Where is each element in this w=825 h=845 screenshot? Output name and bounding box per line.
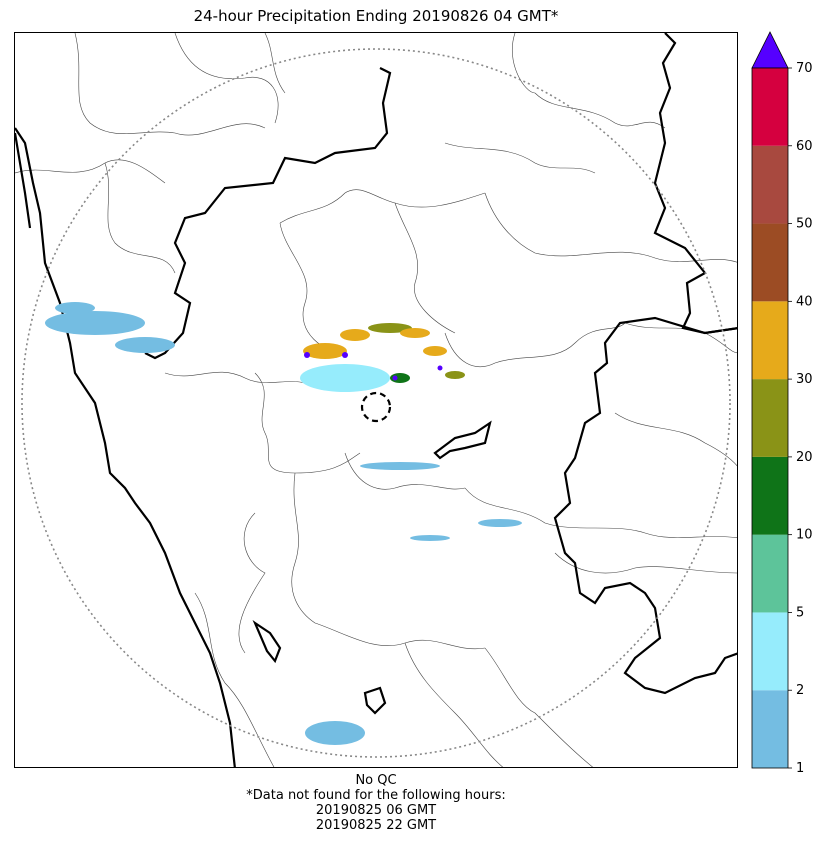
qc-label: No QC bbox=[355, 773, 397, 788]
colorbar-segment bbox=[752, 223, 788, 302]
colorbar-segment bbox=[752, 145, 788, 224]
chart-title: 24-hour Precipitation Ending 20190826 04… bbox=[193, 7, 559, 25]
colorbar-tick-label: 60 bbox=[796, 139, 813, 154]
colorbar-tick-label: 10 bbox=[796, 528, 813, 543]
precipitation-map bbox=[14, 32, 738, 768]
missing-hour-1: 20190825 06 GMT bbox=[315, 803, 437, 818]
colorbar-segment bbox=[752, 379, 788, 457]
missing-hour-2: 20190825 22 GMT bbox=[315, 818, 437, 833]
missing-data-note: *Data not found for the following hours: bbox=[246, 788, 506, 803]
colorbar-ticks: 1 2 5 10 20 30 40 50 60 70 bbox=[788, 61, 813, 773]
colorbar-segment bbox=[752, 68, 788, 146]
colorbar-segment bbox=[752, 301, 788, 380]
radar-site-marker bbox=[360, 391, 392, 423]
radar-range-ring bbox=[21, 48, 731, 758]
colorbar-tick-label: 30 bbox=[796, 372, 813, 387]
colorbar-tick-label: 50 bbox=[796, 217, 813, 232]
footer-notes: No QC *Data not found for the following … bbox=[14, 773, 738, 833]
colorbar-segment bbox=[752, 690, 788, 768]
state-borders bbox=[15, 33, 737, 767]
district-boundaries bbox=[15, 33, 737, 767]
colorbar-tick-label: 1 bbox=[796, 761, 804, 773]
precipitation-echoes bbox=[45, 302, 522, 745]
colorbar-segments bbox=[751, 31, 789, 769]
colorbar-tick-label: 5 bbox=[796, 605, 804, 620]
colorbar: 1 2 5 10 20 30 40 50 60 70 bbox=[751, 31, 813, 773]
colorbar-segment bbox=[752, 612, 788, 691]
colorbar-frame bbox=[751, 67, 789, 769]
colorbar-tick-label: 40 bbox=[796, 294, 813, 309]
map-svg bbox=[15, 33, 737, 767]
colorbar-segment bbox=[752, 456, 788, 535]
colorbar-tick-label: 70 bbox=[796, 61, 813, 76]
colorbar-extend-triangle bbox=[751, 31, 789, 69]
colorbar-tick-label: 20 bbox=[796, 450, 813, 465]
colorbar-tick-label: 2 bbox=[796, 683, 804, 698]
colorbar-segment bbox=[752, 534, 788, 613]
